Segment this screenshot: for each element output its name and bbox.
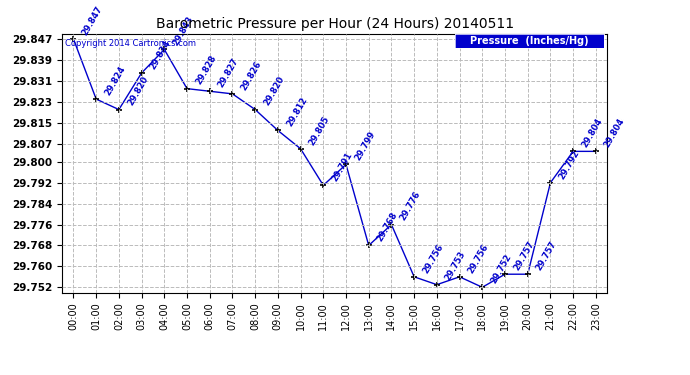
Text: 29.752: 29.752 — [489, 253, 513, 285]
Text: Copyright 2014 Cartronics.com: Copyright 2014 Cartronics.com — [65, 39, 196, 48]
Text: 29.756: 29.756 — [466, 242, 491, 274]
Text: 29.799: 29.799 — [353, 130, 377, 162]
Text: 29.843: 29.843 — [171, 15, 195, 47]
Text: 29.827: 29.827 — [217, 57, 241, 89]
Text: 29.820: 29.820 — [126, 75, 150, 107]
Text: 29.834: 29.834 — [148, 38, 172, 71]
Text: 29.776: 29.776 — [398, 190, 422, 222]
Text: 29.756: 29.756 — [421, 242, 445, 274]
Text: 29.812: 29.812 — [285, 96, 309, 128]
Text: 29.828: 29.828 — [194, 54, 218, 87]
Text: 29.804: 29.804 — [603, 117, 627, 149]
Text: 29.792: 29.792 — [558, 148, 581, 180]
Text: 29.847: 29.847 — [81, 4, 104, 37]
Text: 29.757: 29.757 — [512, 240, 536, 272]
Title: Barometric Pressure per Hour (24 Hours) 20140511: Barometric Pressure per Hour (24 Hours) … — [155, 17, 514, 31]
Text: 29.805: 29.805 — [308, 114, 331, 147]
Text: 29.757: 29.757 — [535, 240, 559, 272]
Text: 29.820: 29.820 — [262, 75, 286, 107]
Text: 29.753: 29.753 — [444, 250, 468, 282]
Text: 29.768: 29.768 — [375, 211, 400, 243]
Text: 29.791: 29.791 — [331, 151, 354, 183]
Text: 29.804: 29.804 — [580, 117, 604, 149]
Text: 29.826: 29.826 — [239, 59, 264, 92]
Text: 29.824: 29.824 — [103, 64, 127, 97]
